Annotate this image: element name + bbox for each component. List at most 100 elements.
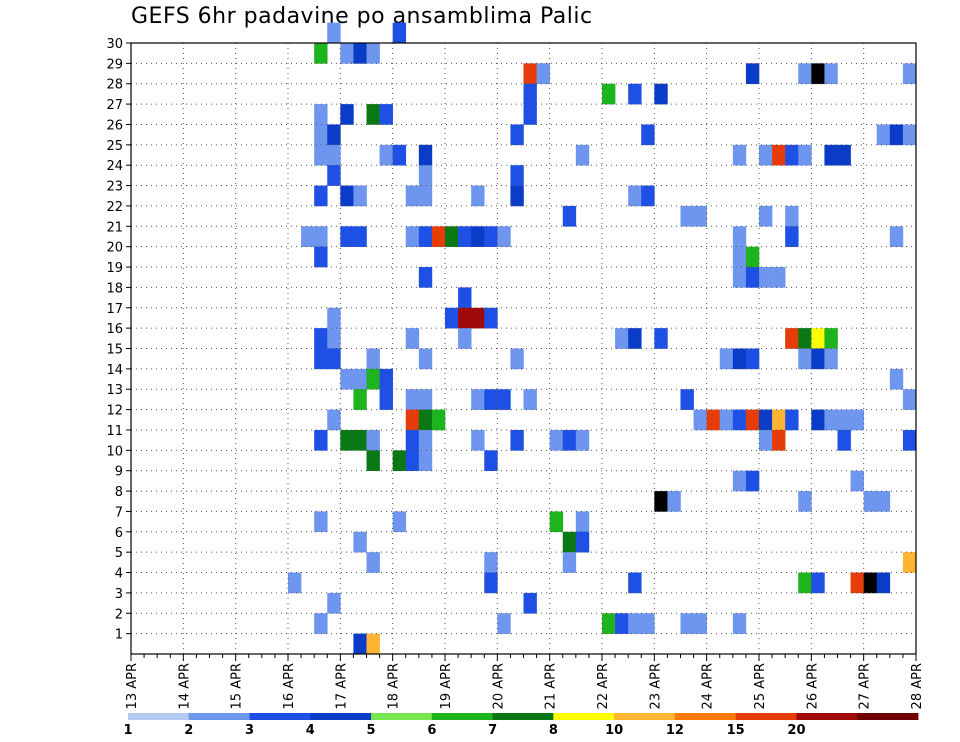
heatmap-cell — [510, 165, 524, 186]
x-tick-label: 15 APR — [230, 663, 245, 709]
heatmap-cell — [680, 613, 694, 634]
heatmap-cell — [902, 124, 917, 146]
heatmap-cell — [379, 389, 393, 410]
heatmap-cell — [837, 429, 851, 451]
colorbar-swatch — [492, 713, 554, 720]
heatmap-cell — [798, 572, 812, 594]
heatmap-cell — [314, 613, 328, 634]
heatmap-cell — [405, 389, 420, 410]
heatmap-cell — [458, 287, 472, 309]
chart-title: GEFS 6hr padavine po ansamblima Palic — [131, 4, 593, 29]
heatmap-cell — [353, 429, 367, 451]
colorbar-label: 3 — [245, 723, 254, 738]
heatmap-cell — [405, 328, 420, 349]
heatmap-cell — [392, 450, 407, 471]
heatmap-cell — [405, 185, 420, 207]
heatmap-cell — [314, 43, 328, 64]
heatmap-cell — [628, 613, 642, 634]
heatmap-cell — [523, 83, 537, 105]
heatmap-cell — [876, 572, 891, 594]
heatmap-cell — [379, 144, 393, 166]
heatmap-cell — [366, 43, 380, 64]
colorbar: 1 2 3 4 5 6 7 8 10 12 15 20 — [123, 713, 919, 738]
heatmap-cell — [759, 429, 773, 451]
heatmap-cell — [353, 531, 367, 553]
heatmap-cell — [366, 450, 380, 471]
x-tick-label: 22 APR — [596, 663, 611, 709]
y-tick-label: 26 — [106, 118, 123, 133]
heatmap-cell — [301, 226, 315, 247]
x-tick-label: 25 APR — [753, 663, 768, 709]
heatmap-cell — [314, 246, 328, 268]
y-tick-label: 3 — [115, 587, 123, 602]
colorbar-label: 12 — [666, 723, 684, 738]
heatmap-cell — [745, 348, 760, 370]
y-tick-label: 14 — [106, 363, 123, 378]
heatmap-cell — [602, 613, 616, 634]
heatmap-cell — [471, 185, 485, 207]
y-tick-label: 11 — [106, 424, 123, 439]
colorbar-label: 2 — [184, 723, 193, 738]
heatmap-cell — [366, 429, 380, 451]
heatmap-cell — [549, 429, 564, 451]
colorbar-swatch — [857, 713, 919, 720]
y-tick-label: 2 — [115, 607, 123, 622]
heatmap-cell — [889, 226, 904, 247]
heatmap-cell — [811, 572, 825, 594]
heatmap-cell — [484, 307, 498, 329]
heatmap-cell — [379, 368, 393, 390]
heatmap-cell — [615, 328, 629, 349]
y-tick-label: 29 — [106, 57, 123, 72]
heatmap-cell — [706, 409, 721, 431]
heatmap-cell — [392, 22, 407, 44]
heatmap-cell — [445, 226, 459, 247]
heatmap-cell — [314, 104, 328, 125]
heatmap-cell — [418, 226, 433, 247]
heatmap-cell — [615, 613, 629, 634]
heatmap-cell — [497, 613, 511, 634]
heatmap-cell — [837, 409, 851, 431]
heatmap-cell — [772, 409, 786, 431]
heatmap-cell — [366, 348, 380, 370]
heatmap-cell — [353, 43, 367, 64]
colorbar-swatch — [310, 713, 372, 720]
heatmap-cell — [562, 531, 577, 553]
heatmap-cell — [654, 328, 668, 349]
heatmap-cell — [628, 328, 642, 349]
heatmap-cell — [824, 348, 838, 370]
heatmap-cell — [811, 348, 825, 370]
heatmap-cell — [314, 511, 328, 533]
heatmap-cell — [418, 144, 433, 166]
heatmap-cell — [876, 124, 891, 146]
heatmap-cell — [366, 104, 380, 125]
heatmap-cell — [353, 389, 367, 410]
colorbar-label: 4 — [306, 723, 315, 738]
heatmap-cell — [418, 165, 433, 186]
heatmap-cell — [314, 429, 328, 451]
heatmap-cell — [654, 491, 668, 512]
y-axis: 1234567891011121314151617181920212223242… — [106, 37, 131, 643]
heatmap-cell — [811, 328, 825, 349]
heatmap-cell — [392, 144, 407, 166]
heatmap-cell — [510, 348, 524, 370]
y-tick-label: 17 — [106, 302, 123, 317]
heatmap-cell — [562, 429, 577, 451]
heatmap-cell — [732, 144, 747, 166]
heatmap-cell — [732, 348, 747, 370]
y-tick-label: 18 — [106, 281, 123, 296]
heatmap-cell — [575, 429, 590, 451]
heatmap-cell — [745, 246, 760, 268]
heatmap-cell — [379, 104, 393, 125]
heatmap-cell — [641, 124, 655, 146]
colorbar-label: 20 — [787, 723, 805, 738]
heatmap-cell — [288, 572, 302, 594]
y-tick-label: 7 — [115, 505, 123, 520]
heatmap-cell — [745, 267, 760, 288]
x-tick-label: 24 APR — [701, 663, 716, 709]
heatmap-cell — [484, 552, 498, 573]
heatmap-cell — [837, 144, 851, 166]
colorbar-swatch — [249, 713, 311, 720]
heatmap-cell — [785, 328, 799, 349]
colorbar-swatch — [674, 713, 737, 720]
